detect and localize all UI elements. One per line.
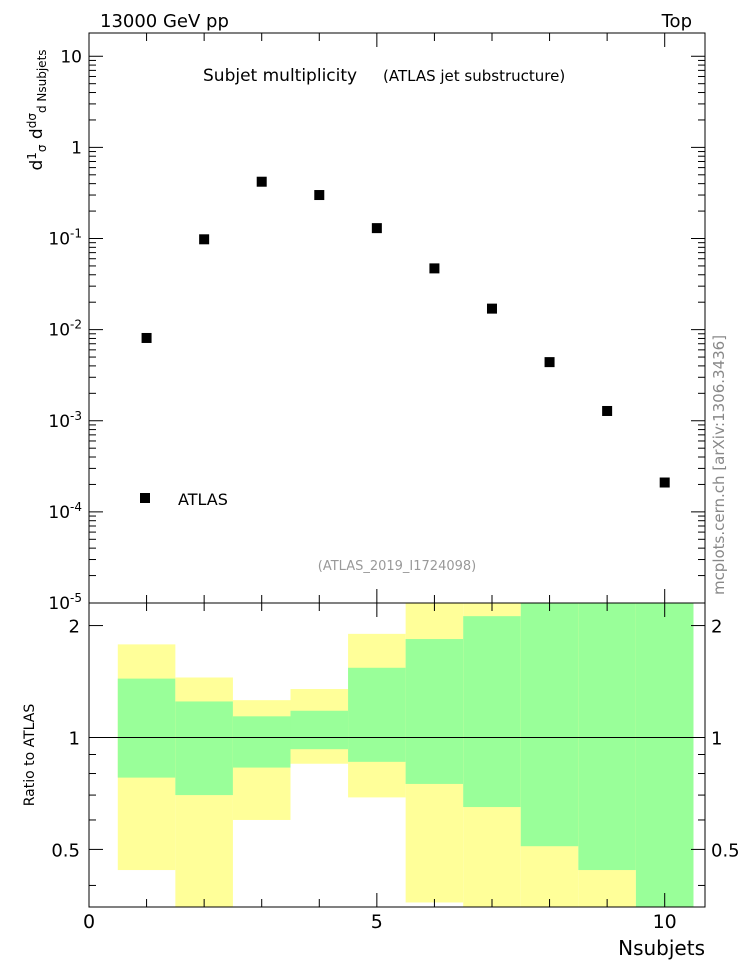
data-point (199, 234, 210, 245)
ratio-band-green (348, 667, 406, 762)
ratio-y-tick-label: 0.5 (51, 840, 80, 861)
plot-subtitle: (ATLAS jet substructure) (383, 67, 565, 85)
x-tick-label: 5 (371, 911, 383, 933)
ratio-x-tick-labels: 0 5 10 (83, 911, 677, 933)
x-tick-label: 10 (653, 911, 677, 933)
main-y-tick-labels: 10 1 10-1 10-2 10-3 10-4 10-5 (48, 47, 82, 614)
data-point (659, 477, 670, 488)
ratio-y-tick-label: 1 (69, 728, 80, 749)
y-tick-label: 10-1 (48, 227, 82, 250)
ratio-plot-panel: 0.5 0.5 1 1 2 2 0 5 10 (51, 602, 740, 933)
data-point (314, 190, 325, 201)
ratio-band-green (232, 716, 291, 768)
data-point (371, 223, 382, 234)
ratio-y-axis-label: Ratio to ATLAS (22, 704, 38, 807)
y-tick-label: 10-5 (48, 591, 82, 614)
y-tick-label: 10 (60, 47, 82, 67)
header-process-label: Top (661, 11, 692, 32)
header-energy-label: 13000 GeV pp (100, 11, 229, 32)
main-y-axis-label-text: d1σ ddσd Nsubjets (25, 49, 49, 170)
ratio-band-green (463, 616, 521, 808)
main-axis-ticks (88, 33, 705, 604)
data-point (256, 176, 267, 187)
ratio-y-tick-labels: 0.5 0.5 1 1 2 2 (51, 617, 739, 862)
side-watermark: mcplots.cern.ch [arXiv:1306.3436] (710, 335, 728, 595)
y-tick-label: 1 (71, 138, 82, 158)
data-point (141, 332, 152, 343)
ratio-y-tick-label-right: 1 (711, 728, 722, 749)
data-point (486, 303, 497, 314)
x-axis-label: Nsubjets (618, 936, 705, 960)
data-point (544, 357, 555, 368)
ratio-y-tick-label-right: 2 (711, 617, 722, 638)
data-point (602, 405, 613, 416)
data-points (141, 176, 670, 488)
ratio-band-green (405, 639, 464, 784)
ratio-y-tick-label-right: 0.5 (711, 840, 740, 861)
y-tick-label: 10-4 (48, 500, 82, 523)
plot-title: Subjet multiplicity (203, 66, 357, 86)
analysis-tag: (ATLAS_2019_I1724098) (318, 559, 476, 574)
ratio-bands (117, 603, 694, 907)
legend-marker-atlas (140, 493, 150, 503)
ratio-band-green (635, 603, 694, 907)
ratio-y-tick-label: 2 (69, 617, 80, 638)
data-point (429, 263, 440, 274)
main-y-axis-label: d1σ ddσd Nsubjets (25, 49, 49, 170)
y-tick-label: 10-2 (48, 318, 82, 341)
ratio-band-green (175, 701, 233, 796)
main-plot-frame (88, 32, 706, 604)
ratio-axis-ticks (88, 603, 705, 907)
ratio-band-green (117, 678, 176, 778)
ratio-band-green (578, 603, 636, 871)
y-tick-label: 10-3 (48, 409, 82, 432)
x-tick-label: 0 (83, 911, 95, 933)
ratio-band-green (520, 603, 579, 847)
ratio-band-green (290, 710, 349, 750)
legend-label-atlas: ATLAS (178, 490, 228, 509)
main-plot-panel: 10 1 10-1 10-2 10-3 10-4 10-5 Subjet multiplic… (48, 32, 706, 614)
